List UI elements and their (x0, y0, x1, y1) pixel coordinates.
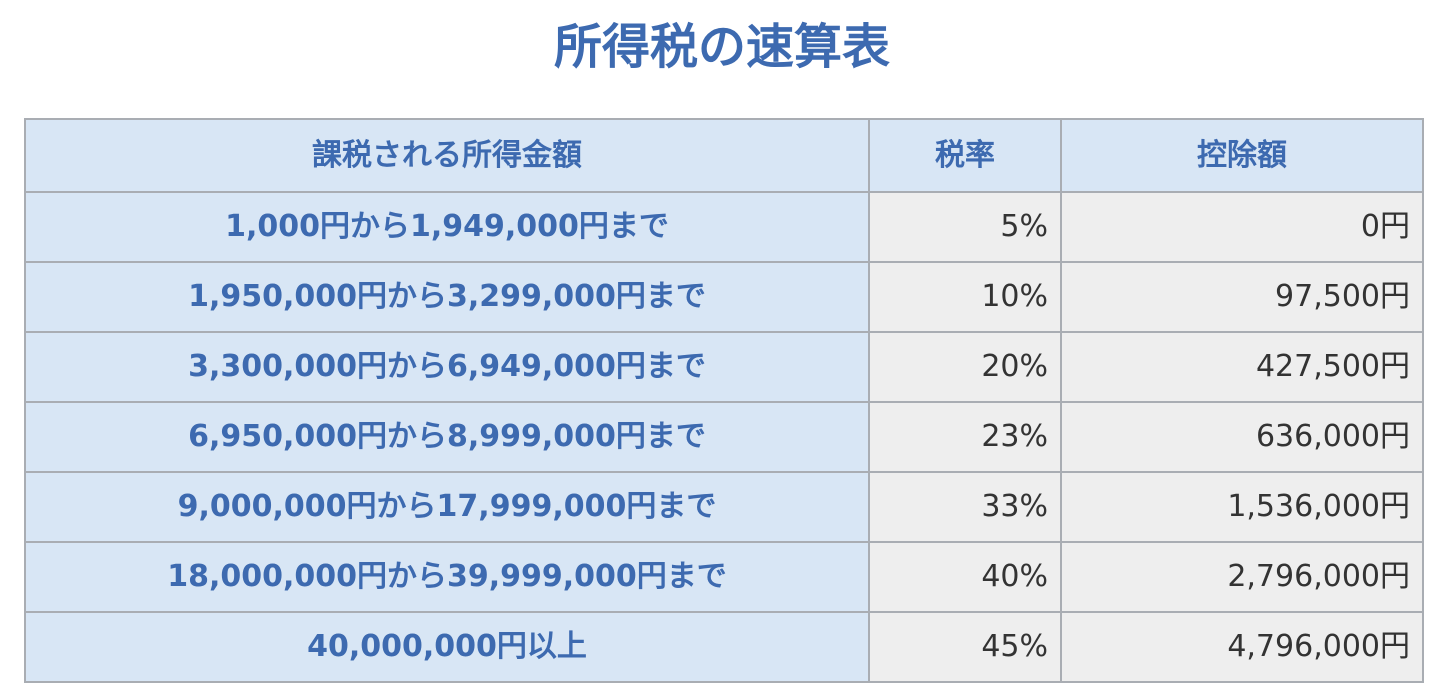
income-range-cell: 3,300,000円から6,949,000円まで (24, 331, 870, 403)
income-range-cell: 6,950,000円から8,999,000円まで (24, 401, 870, 473)
deduction-cell: 97,500円 (1060, 261, 1424, 333)
income-range-cell: 40,000,000円以上 (24, 611, 870, 683)
income-range-cell: 18,000,000円から39,999,000円まで (24, 541, 870, 613)
table-row: 18,000,000円から39,999,000円まで 40% 2,796,000… (24, 541, 1424, 613)
table-row: 6,950,000円から8,999,000円まで 23% 636,000円 (24, 401, 1424, 473)
header-deduction: 控除額 (1060, 118, 1424, 193)
header-taxable-income: 課税される所得金額 (24, 118, 870, 193)
tax-rate-cell: 5% (868, 191, 1062, 263)
header-tax-rate: 税率 (868, 118, 1062, 193)
table-row: 1,950,000円から3,299,000円まで 10% 97,500円 (24, 261, 1424, 333)
deduction-cell: 1,536,000円 (1060, 471, 1424, 543)
tax-rate-cell: 23% (868, 401, 1062, 473)
income-range-cell: 9,000,000円から17,999,000円まで (24, 471, 870, 543)
table-row: 1,000円から1,949,000円まで 5% 0円 (24, 191, 1424, 263)
deduction-cell: 0円 (1060, 191, 1424, 263)
tax-rate-cell: 33% (868, 471, 1062, 543)
table-row: 40,000,000円以上 45% 4,796,000円 (24, 611, 1424, 683)
deduction-cell: 427,500円 (1060, 331, 1424, 403)
page-title: 所得税の速算表 (553, 19, 890, 75)
table-header-row: 課税される所得金額 税率 控除額 (24, 118, 1424, 193)
tax-rate-table: 課税される所得金額 税率 控除額 1,000円から1,949,000円まで 5%… (24, 118, 1424, 683)
tax-rate-cell: 10% (868, 261, 1062, 333)
deduction-cell: 2,796,000円 (1060, 541, 1424, 613)
tax-rate-cell: 20% (868, 331, 1062, 403)
table-row: 3,300,000円から6,949,000円まで 20% 427,500円 (24, 331, 1424, 403)
table-row: 9,000,000円から17,999,000円まで 33% 1,536,000円 (24, 471, 1424, 543)
tax-rate-cell: 40% (868, 541, 1062, 613)
deduction-cell: 636,000円 (1060, 401, 1424, 473)
income-range-cell: 1,950,000円から3,299,000円まで (24, 261, 870, 333)
tax-rate-cell: 45% (868, 611, 1062, 683)
deduction-cell: 4,796,000円 (1060, 611, 1424, 683)
income-range-cell: 1,000円から1,949,000円まで (24, 191, 870, 263)
